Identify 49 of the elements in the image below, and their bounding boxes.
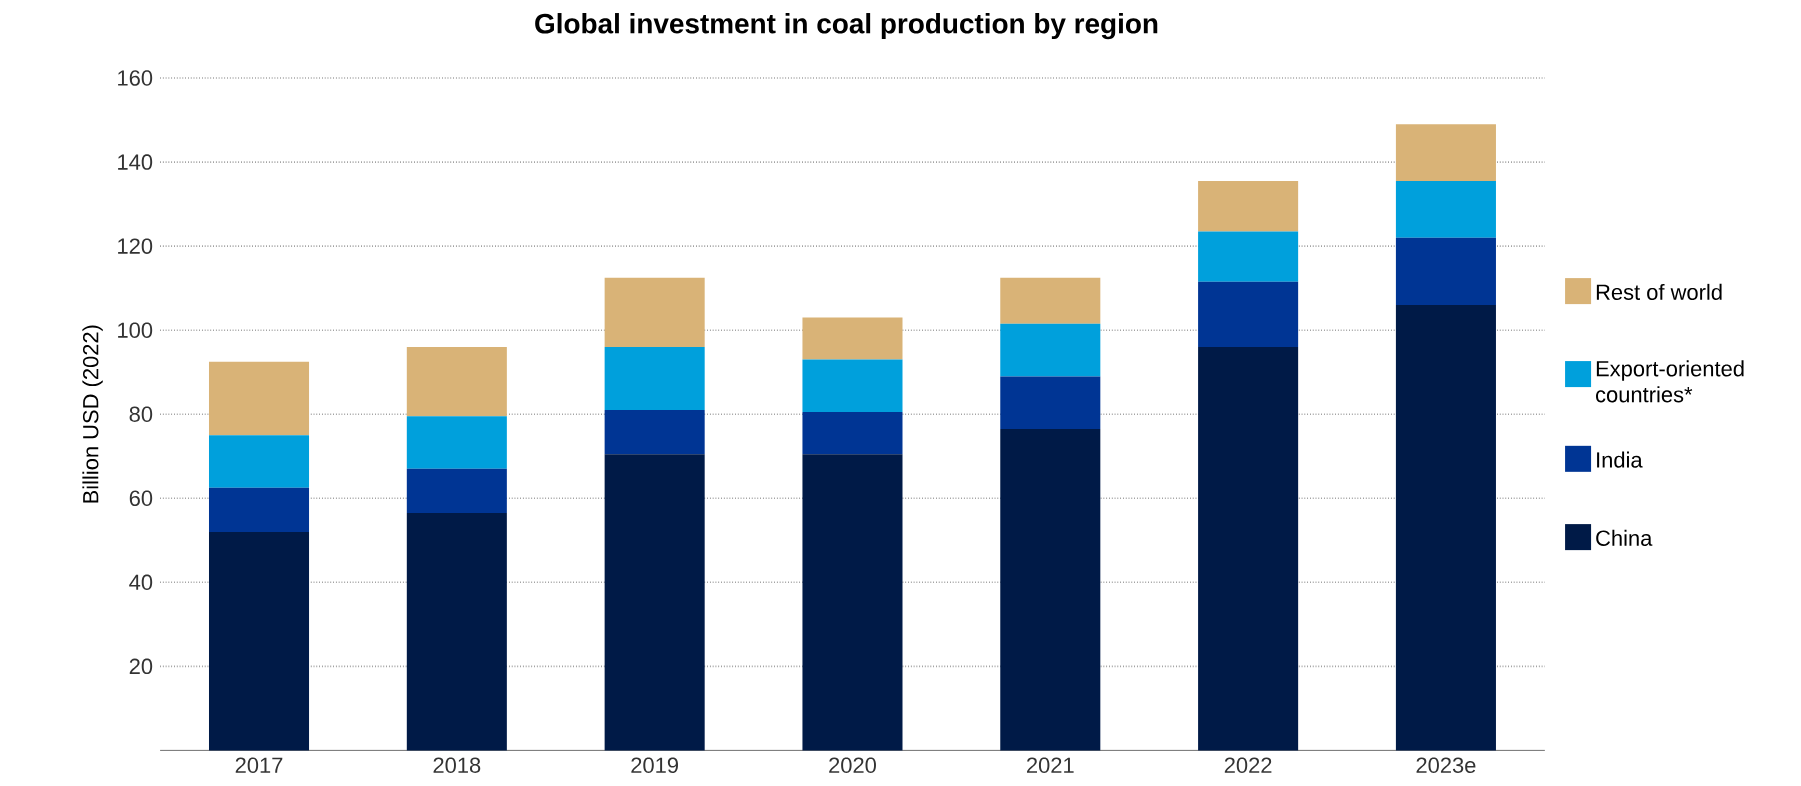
legend-label: China <box>1596 529 1653 546</box>
y-tick-label: 40 <box>129 574 153 590</box>
legend-label: India <box>1597 451 1643 468</box>
bar <box>208 487 310 532</box>
bar <box>802 411 903 454</box>
bar <box>406 346 507 417</box>
bar <box>406 468 507 513</box>
bar <box>208 531 310 751</box>
bar <box>1198 180 1299 232</box>
bar <box>1395 180 1496 238</box>
bar <box>1198 281 1299 347</box>
bar <box>802 317 903 360</box>
x-tick-label: 2023e <box>1416 757 1476 773</box>
bar <box>1198 346 1299 751</box>
legend-label: Rest of world <box>1596 283 1722 300</box>
x-tick-label: 2017 <box>235 757 283 773</box>
y-tick-label: 60 <box>129 490 153 506</box>
bar <box>208 361 310 436</box>
bar <box>604 409 705 454</box>
bar <box>208 435 310 488</box>
x-tick-label: 2020 <box>829 757 876 773</box>
legend-label: Export-oriented countries* <box>1596 360 1744 403</box>
bar <box>802 453 903 751</box>
y-tick-label: 80 <box>129 406 153 422</box>
y-axis-title: Billion USD (2022) <box>82 325 103 503</box>
bar <box>406 416 507 469</box>
bar <box>406 512 507 751</box>
bar <box>1000 323 1101 377</box>
x-tick-label: 2021 <box>1027 757 1074 773</box>
bar <box>1395 304 1496 751</box>
y-tick-label: 20 <box>129 658 153 674</box>
x-tick-label: 2018 <box>433 757 481 773</box>
bar <box>1198 231 1299 282</box>
chart-title: Global investment in coal production by region <box>535 12 1158 39</box>
y-tick-label: 160 <box>118 70 153 86</box>
bar <box>1000 428 1101 751</box>
bar <box>604 453 705 751</box>
bar <box>1395 124 1496 181</box>
bar <box>604 346 705 410</box>
bar <box>1395 237 1496 305</box>
bar <box>1000 376 1101 429</box>
y-tick-label: 100 <box>118 322 153 338</box>
x-tick-label: 2019 <box>631 757 678 773</box>
bar <box>604 277 705 347</box>
bar <box>1000 277 1101 324</box>
bar <box>802 359 903 412</box>
y-tick-label: 140 <box>118 154 153 170</box>
y-tick-label: 120 <box>118 238 153 254</box>
x-tick-label: 2022 <box>1224 757 1272 773</box>
